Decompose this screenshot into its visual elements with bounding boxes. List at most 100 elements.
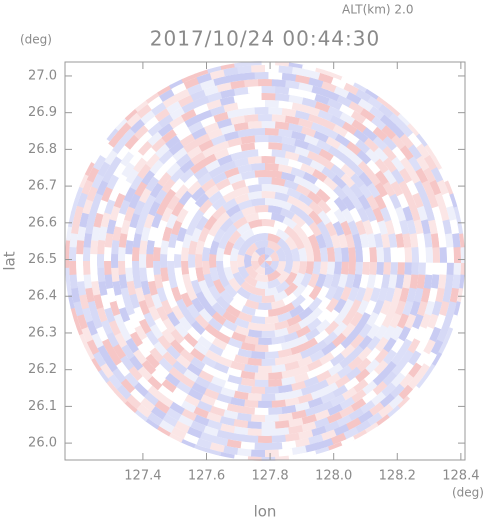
radar-cell [200,78,217,91]
radar-cell [420,287,431,305]
y-tick-label: 26.3 [28,325,57,340]
radar-cell [211,196,227,211]
radar-cell [350,173,366,189]
radar-cell [339,344,356,360]
radar-cell [284,115,302,126]
radar-cell [338,354,354,370]
radar-cell [152,245,161,261]
radar-cell [355,220,367,237]
radar-cell [339,286,352,303]
radar-cell [246,392,262,401]
radar-cell [87,204,99,222]
radar-cell [349,162,365,178]
radar-cell [332,286,345,302]
radar-cell [359,274,370,290]
radar-cell [305,69,323,81]
radar-cell [235,447,252,457]
radar-cell [188,253,196,268]
radar-cell [112,137,128,154]
radar-cell [234,193,250,205]
radar-cell [309,388,327,401]
radar-cell [144,352,160,369]
radar-cell [298,201,314,216]
radar-cell [223,266,235,281]
radar-cell [373,233,384,249]
radar-cell [138,396,156,412]
radar-cell [178,374,195,389]
radar-cell [452,233,461,250]
radar-cell [203,291,218,307]
y-tick-label: 26.6 [28,215,57,230]
radar-cell [263,386,279,395]
radar-cell [208,221,222,237]
radar-cell [278,164,294,174]
radar-cell [357,207,370,224]
radar-cell [169,338,185,354]
radar-cell [293,372,310,384]
radar-cell [292,283,307,299]
radar-cell [168,400,185,415]
radar-cell [384,287,396,304]
radar-cell [369,287,381,304]
radar-cell [137,130,154,146]
radar-cell [245,265,258,280]
radar-cell [77,224,87,241]
plot-frame [64,61,466,461]
radar-cell [303,405,321,417]
radar-cell [104,148,119,166]
radar-cell [246,321,262,331]
radar-cell [306,359,323,372]
radar-cell [132,272,142,289]
radar-cell [133,123,150,140]
radar-cell [222,189,239,203]
radar-cell [106,217,117,235]
radar-cell [294,138,311,150]
radar-cell [290,261,300,275]
radar-cell [372,360,389,376]
radar-cell [269,251,280,262]
radar-cell [249,386,265,394]
radar-cell [226,144,243,155]
radar-cell [121,399,138,416]
radar-cell [273,290,288,302]
radar-cell [445,233,454,250]
radar-cell [290,247,301,262]
radar-cell [76,190,89,208]
radar-cell [221,409,239,420]
radar-cell [406,374,422,391]
radar-cell [176,226,188,242]
radar-cell [85,217,95,235]
radar-cell [69,231,79,248]
radar-cell [221,310,238,324]
radar-cell [451,274,461,291]
radar-cell [357,160,374,177]
radar-cell [201,153,218,167]
radar-cell [397,384,414,401]
radar-cell [178,347,195,363]
radar-cell [112,161,127,178]
radar-cell [156,384,174,399]
radar-cell [143,115,161,131]
radar-cell [182,332,199,348]
radar-cell [176,152,192,168]
radar-cell [95,324,109,342]
radar-cell [355,357,372,374]
radar-cell [332,221,345,237]
radar-cell [92,349,106,367]
radar-cell [208,165,225,179]
radar-cell [346,91,364,106]
radar-cell [278,100,295,110]
radar-cell [366,233,377,249]
radar-cell [308,210,323,226]
radar-cell [322,233,334,249]
radar-cell [209,239,220,255]
radar-cell [261,218,276,228]
radar-cell [236,254,245,268]
radar-cell [216,355,233,368]
radar-cell [208,190,224,205]
radar-cell [401,300,414,318]
radar-cell [133,96,150,113]
radar-cell [441,314,454,332]
radar-cell [308,77,326,89]
radar-cell [265,128,281,136]
